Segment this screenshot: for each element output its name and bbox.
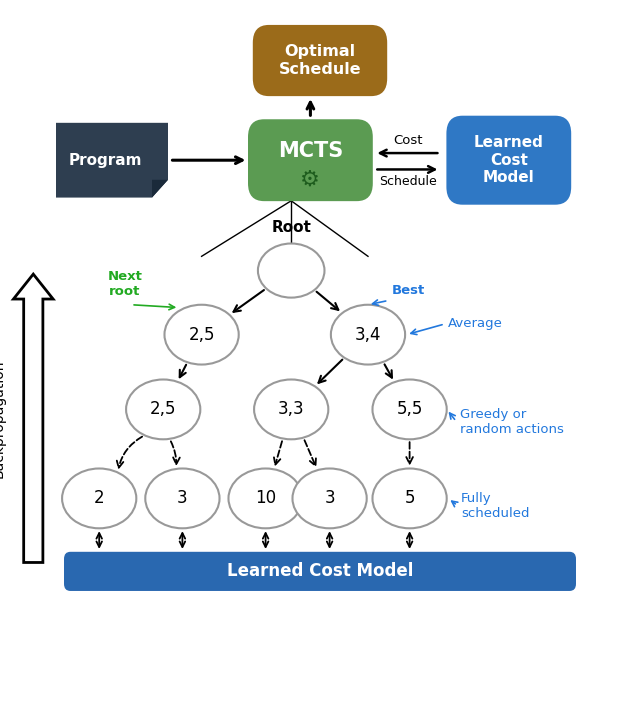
Ellipse shape [254,379,328,439]
Text: ⚙: ⚙ [300,169,321,189]
Text: 2: 2 [94,489,104,508]
Text: MCTS: MCTS [278,141,343,161]
Text: 5,5: 5,5 [396,400,423,419]
Ellipse shape [145,468,220,528]
Polygon shape [56,122,168,197]
Text: 2,5: 2,5 [150,400,177,419]
Ellipse shape [228,468,303,528]
Text: Next
root: Next root [108,270,142,298]
Text: 3,4: 3,4 [355,325,381,344]
Text: Root: Root [271,220,311,235]
Text: 3: 3 [324,489,335,508]
Text: Learned Cost Model: Learned Cost Model [227,562,413,580]
FancyBboxPatch shape [64,552,576,591]
Ellipse shape [164,305,239,365]
Text: 3,3: 3,3 [278,400,305,419]
Text: 3: 3 [177,489,188,508]
Text: 2,5: 2,5 [188,325,215,344]
FancyBboxPatch shape [253,25,387,96]
Ellipse shape [372,468,447,528]
Text: Greedy or
random actions: Greedy or random actions [460,407,563,436]
Text: 10: 10 [255,489,276,508]
FancyBboxPatch shape [248,119,372,201]
Text: Schedule: Schedule [379,175,436,188]
Text: Cost: Cost [393,135,422,147]
FancyBboxPatch shape [447,115,572,205]
Text: Backpropagation: Backpropagation [0,359,6,478]
Text: Optimal
Schedule: Optimal Schedule [278,44,362,77]
Text: 5: 5 [404,489,415,508]
Text: Best: Best [392,284,425,297]
Ellipse shape [292,468,367,528]
Text: Average: Average [448,318,503,330]
Text: Program: Program [69,152,142,168]
Ellipse shape [62,468,136,528]
Ellipse shape [331,305,405,365]
Ellipse shape [372,379,447,439]
Polygon shape [13,274,53,562]
Text: Learned
Cost
Model: Learned Cost Model [474,135,544,185]
Ellipse shape [258,244,324,298]
Polygon shape [152,179,168,197]
Text: Fully
scheduled: Fully scheduled [461,491,529,520]
Ellipse shape [126,379,200,439]
